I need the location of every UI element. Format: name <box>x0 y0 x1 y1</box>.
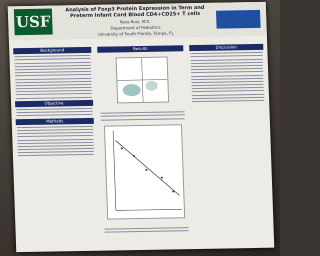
section-header: Background <box>13 47 91 54</box>
text-line <box>15 65 91 67</box>
text-line <box>191 55 263 57</box>
line-plot <box>104 124 185 219</box>
middle-column: Results <box>97 43 190 235</box>
text-line <box>17 138 93 140</box>
text-line <box>17 126 93 128</box>
text-line <box>17 142 93 144</box>
photo: USF Analysis of Foxp3 Protein Expression… <box>0 0 280 256</box>
text-line <box>105 227 189 229</box>
text-line <box>17 132 93 134</box>
right-column: Discussion <box>189 42 265 104</box>
text-line <box>15 71 91 73</box>
text-line <box>191 74 263 76</box>
text-line <box>192 90 264 92</box>
text-line <box>100 111 184 113</box>
text-line <box>101 118 185 120</box>
text-line <box>15 74 91 76</box>
section-header: Results <box>97 45 183 52</box>
text-line <box>15 81 91 83</box>
section-header: Objective <box>15 100 93 107</box>
text-line <box>192 84 264 86</box>
section-header: Discussion <box>189 44 263 51</box>
text-line <box>16 96 92 98</box>
text-line <box>192 93 264 95</box>
text-line <box>192 87 264 89</box>
usf-logo: USF <box>14 9 53 36</box>
text-line <box>17 114 93 116</box>
text-line <box>15 58 91 60</box>
text-line <box>16 93 92 95</box>
text-line <box>17 135 93 137</box>
partner-logo <box>216 10 261 29</box>
text-line <box>16 90 92 92</box>
text-line <box>191 68 263 70</box>
text-line <box>15 68 91 70</box>
text-line <box>192 100 264 102</box>
text-line <box>18 145 94 147</box>
text-line <box>16 87 92 89</box>
text-line <box>18 154 94 156</box>
text-line <box>191 62 263 64</box>
text-line <box>16 111 92 113</box>
text-line <box>191 81 263 83</box>
text-line <box>190 52 262 54</box>
text-line <box>101 115 185 117</box>
text-line <box>191 58 263 60</box>
flow-plot <box>116 57 170 104</box>
text-line <box>105 230 189 232</box>
text-line <box>191 71 263 73</box>
left-column: Background Objective Methods <box>13 45 95 159</box>
poster-header: USF Analysis of Foxp3 Protein Expression… <box>8 2 267 40</box>
text-line <box>191 78 263 80</box>
text-line <box>14 55 90 57</box>
text-line <box>15 61 91 63</box>
text-line <box>17 129 93 131</box>
text-line <box>191 65 263 67</box>
text-line <box>16 108 92 110</box>
text-line <box>18 151 94 153</box>
text-line <box>18 148 94 150</box>
poster: USF Analysis of Foxp3 Protein Expression… <box>8 2 275 252</box>
section-header: Methods <box>16 117 94 124</box>
text-line <box>15 77 91 79</box>
text-line <box>15 84 91 86</box>
text-line <box>192 97 264 99</box>
